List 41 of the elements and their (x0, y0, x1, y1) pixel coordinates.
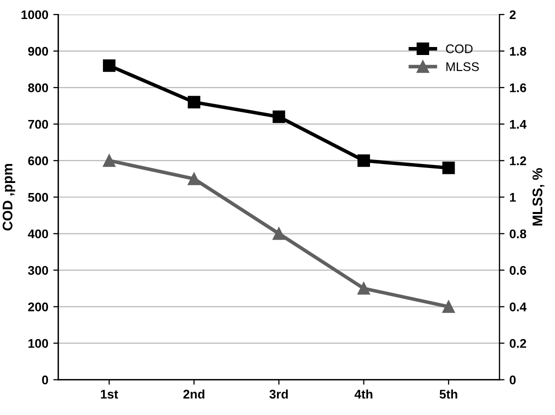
legend-label: COD (446, 44, 473, 54)
point (272, 227, 286, 240)
y2-tick-label: 1.2 (510, 156, 526, 166)
y2-tick-label: 2 (510, 10, 516, 20)
y-axis-title: COD ,ppm (2, 164, 16, 231)
x-tick-label: 4th (354, 389, 372, 399)
x-tick-label: 1st (100, 390, 118, 399)
y2-tick-label: 0.8 (510, 229, 526, 238)
y-tick-label: 700 (28, 120, 48, 129)
x-tick-label: 3rd (269, 389, 288, 399)
y2-tick-label: 1.4 (510, 120, 527, 129)
y-tick-label: 500 (28, 192, 48, 202)
y-tick-label: 100 (28, 339, 48, 348)
point (102, 59, 116, 72)
y-tick-label: 600 (28, 156, 48, 166)
x-tick-label: 5th (440, 389, 458, 399)
y-tick-label: 400 (28, 229, 48, 238)
legend-label: MLSS (446, 62, 479, 72)
point (357, 282, 370, 295)
y2-tick-label: 0.6 (510, 266, 526, 275)
y2-tick-label: 0.4 (510, 302, 527, 312)
point (357, 154, 370, 167)
point (102, 154, 116, 167)
x-tick-label: 2nd (183, 389, 204, 399)
y2-tick-label: 0.2 (510, 339, 526, 348)
point (188, 172, 200, 186)
y2-tick-label: 1.8 (510, 46, 526, 56)
y-tick-label: 300 (28, 266, 48, 275)
y2-tick-label: 1 (510, 193, 516, 202)
y2-tick-label: 0 (510, 376, 516, 384)
y-tick-label: 0 (42, 376, 48, 384)
y-tick-label: 1000 (22, 10, 48, 20)
point (442, 162, 455, 174)
y2-tick-label: 1.6 (510, 83, 526, 92)
point (442, 300, 455, 313)
y-tick-label: 800 (28, 83, 48, 92)
y-tick-label: 200 (28, 302, 48, 312)
y-tick-label: 900 (28, 46, 48, 56)
point (272, 110, 286, 124)
y2-axis-title: MLSS, % (532, 168, 544, 226)
point (188, 96, 200, 108)
